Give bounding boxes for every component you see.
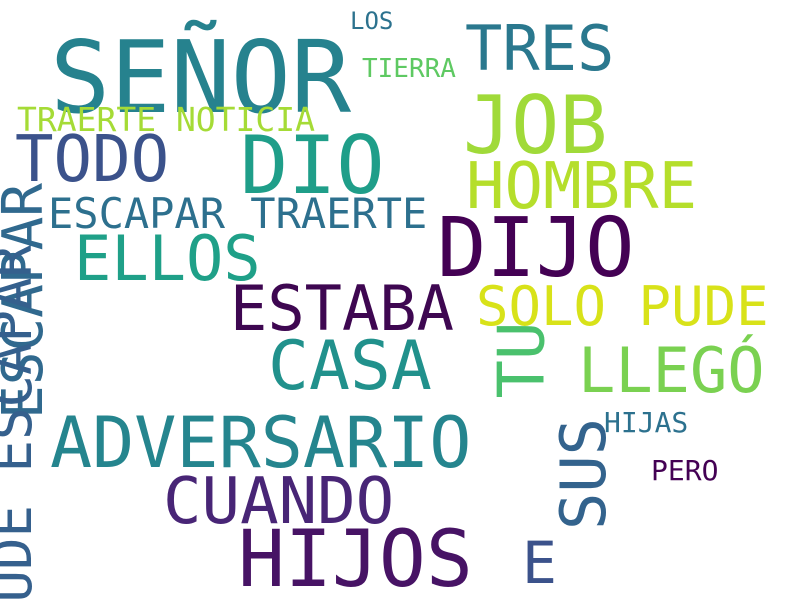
word-casa: CASA — [268, 327, 432, 406]
word-tres: TRES — [465, 12, 615, 85]
word-dijo: DIJO — [437, 201, 635, 296]
word-los: LOS — [350, 7, 394, 35]
word-hijos: HIJOS — [238, 515, 473, 600]
word-estaba: ESTABA — [230, 272, 454, 345]
word-hijas: HIJAS — [604, 406, 689, 439]
word-senor: SEÑOR — [50, 19, 352, 136]
word-dio: DIO — [240, 119, 385, 212]
word-e: E — [522, 529, 557, 597]
word-adversario: ADVERSARIO — [50, 402, 472, 484]
word-sus-vertical: SUS — [546, 418, 620, 530]
word-traerte-noticia: TRAERTE NOTICIA — [17, 100, 316, 139]
word-escapar-traerte: ESCAPAR TRAERTE — [48, 189, 428, 238]
word-ellos: ELLOS — [74, 222, 261, 295]
word-hombre: HOMBRE — [466, 150, 698, 224]
word-pero: PERO — [651, 454, 719, 487]
word-tu-vertical: TU — [485, 321, 560, 399]
word-cuando: CUANDO — [163, 465, 395, 539]
word-solo-pude: SOLO PUDE — [476, 275, 769, 338]
word-pude-escapar-vertical: PUDE ESCAPAR — [0, 244, 45, 600]
word-todo: TODO — [15, 123, 170, 197]
word-llego: LLEGÓ — [578, 334, 765, 407]
word-tierra: TIERRA — [362, 54, 456, 84]
word-job: JOB — [463, 79, 608, 172]
